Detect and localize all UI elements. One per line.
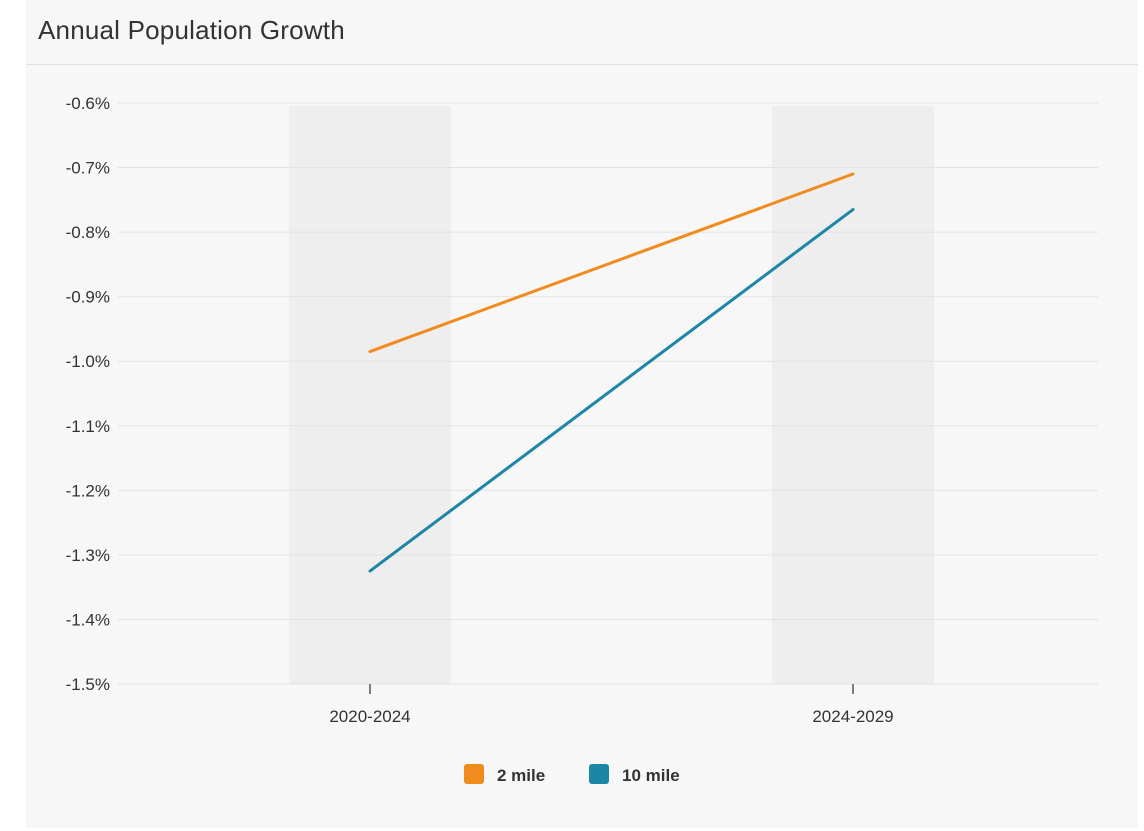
legend[interactable]: 2 mile 10 mile — [464, 764, 680, 785]
series-line-2-mile — [368, 172, 855, 354]
y-tick-label: -1.0% — [66, 352, 110, 371]
legend-label: 2 mile — [497, 766, 545, 785]
legend-item[interactable]: 10 mile — [589, 764, 680, 785]
y-tick-label: -0.6% — [66, 94, 110, 113]
y-tick-label: -0.9% — [66, 288, 110, 307]
x-tick-label: 2020-2024 — [329, 707, 410, 726]
y-tick-label: -1.2% — [66, 481, 110, 500]
panel-header: Annual Population Growth — [26, 0, 1138, 65]
y-tick-label: -1.4% — [66, 610, 110, 629]
panel-title: Annual Population Growth — [38, 15, 345, 45]
y-tick-label: -0.7% — [66, 159, 110, 178]
y-tick-label: -1.5% — [66, 675, 110, 694]
y-tick-label: -1.1% — [66, 417, 110, 436]
x-tick-label: 2024-2029 — [812, 707, 893, 726]
y-axis: -0.6% -0.7% -0.8% -0.9% -1.0% -1.1% -1.2% -1.3%… — [66, 94, 110, 694]
category-band — [772, 106, 934, 684]
legend-item[interactable]: 2 mile — [464, 764, 545, 785]
category-bands — [289, 106, 934, 684]
y-tick-label: -1.3% — [66, 546, 110, 565]
series-lines — [368, 172, 855, 573]
legend-label: 10 mile — [622, 766, 680, 785]
y-tick-label: -0.8% — [66, 223, 110, 242]
series-line-10-mile — [368, 208, 855, 573]
category-band — [289, 106, 451, 684]
chart-panel: Annual Population Growth — [26, 0, 1138, 828]
x-axis: 2020-2024 2024-2029 — [329, 684, 894, 726]
legend-swatch — [589, 764, 609, 784]
legend-swatch — [464, 764, 484, 784]
y-gridlines — [118, 102, 1098, 685]
